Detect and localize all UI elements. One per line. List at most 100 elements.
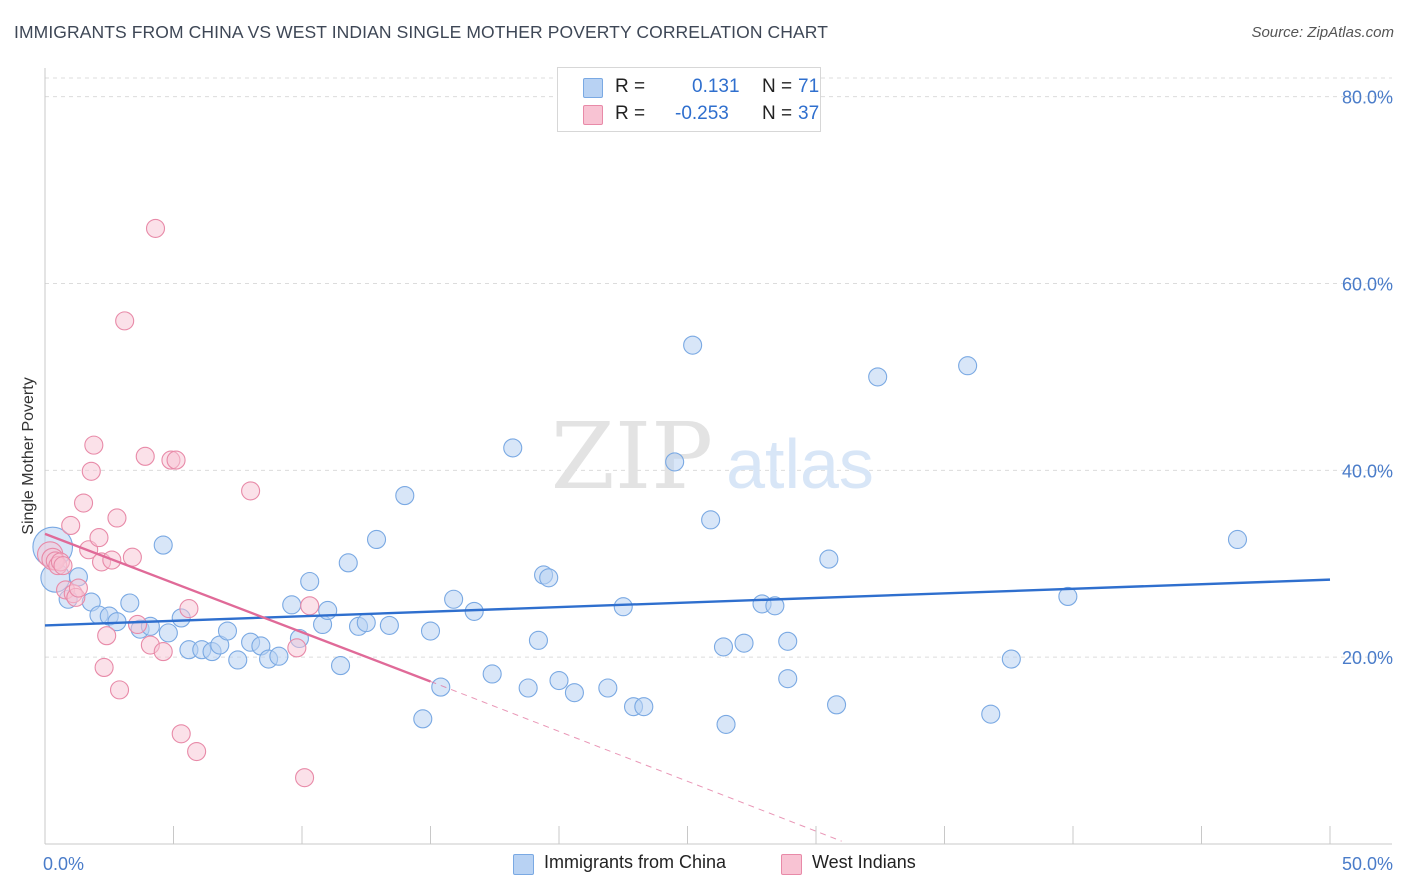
- data-point-china: [153, 535, 173, 555]
- data-point-china: [819, 549, 839, 569]
- bottom-legend-label: West Indians: [812, 852, 916, 872]
- data-point-china: [413, 709, 433, 729]
- data-point-china: [1227, 529, 1248, 550]
- legend-swatch-china: [583, 78, 603, 98]
- x-tick-label: 0.0%: [43, 854, 84, 874]
- data-point-china: [338, 553, 358, 573]
- legend-r-value: -0.253: [675, 103, 729, 124]
- data-point-china: [634, 697, 654, 717]
- data-point-china: [981, 704, 1001, 724]
- legend-r-label: R =: [615, 76, 646, 97]
- series-west-indians: [36, 218, 320, 788]
- data-point-west-indians: [74, 493, 94, 513]
- legend-n-label: N =: [762, 76, 793, 97]
- data-point-china: [701, 510, 721, 530]
- bottom-legend-label: Immigrants from China: [544, 852, 727, 872]
- gridlines: [45, 77, 1392, 658]
- data-point-china: [503, 438, 523, 458]
- data-point-china: [300, 571, 320, 592]
- data-point-west-indians: [89, 528, 109, 548]
- data-point-west-indians: [122, 547, 142, 567]
- data-point-china: [827, 695, 847, 715]
- data-point-china: [228, 650, 248, 670]
- data-point-china: [356, 613, 376, 633]
- data-point-china: [395, 486, 415, 506]
- data-point-china: [269, 646, 289, 666]
- data-point-china: [330, 656, 351, 676]
- chart-title: IMMIGRANTS FROM CHINA VS WEST INDIAN SIN…: [14, 22, 828, 42]
- trend-lines: [44, 532, 1331, 842]
- legend-n-value: 71: [798, 76, 820, 97]
- data-point-west-indians: [171, 724, 191, 744]
- data-point-china: [518, 678, 538, 698]
- data-point-china: [613, 597, 633, 617]
- data-point-west-indians: [166, 450, 186, 470]
- data-point-china: [431, 677, 451, 697]
- data-point-west-indians: [97, 626, 117, 646]
- watermark: ZIP atlas: [551, 403, 874, 510]
- data-point-west-indians: [153, 642, 173, 662]
- data-point-china: [120, 593, 140, 613]
- data-point-china: [379, 615, 399, 635]
- data-point-west-indians: [109, 680, 130, 700]
- data-point-west-indians: [179, 599, 199, 619]
- legend-r-label: R =: [615, 103, 646, 124]
- y-tick-label: 60.0%: [1342, 275, 1393, 295]
- data-point-china: [564, 683, 584, 703]
- bottom-legend-swatch-china: [513, 854, 534, 875]
- data-point-west-indians: [295, 768, 315, 788]
- data-point-china: [420, 621, 441, 641]
- data-point-china: [665, 452, 685, 472]
- data-point-china: [158, 623, 178, 643]
- data-point-china: [482, 664, 502, 684]
- data-point-china: [868, 367, 888, 387]
- watermark-zip: ZIP: [551, 403, 713, 510]
- data-point-west-indians: [53, 556, 73, 576]
- legend-n-value: 37: [798, 103, 820, 124]
- data-point-china: [734, 633, 754, 653]
- data-point-west-indians: [94, 657, 114, 677]
- data-point-west-indians: [135, 446, 155, 466]
- data-point-china: [778, 631, 798, 651]
- data-point-west-indians: [241, 481, 261, 501]
- data-point-china: [598, 678, 618, 698]
- data-point-west-indians: [61, 515, 81, 536]
- legend-n-label: N =: [762, 103, 793, 124]
- source-credit: Source: ZipAtlas.com: [1251, 24, 1394, 41]
- data-point-west-indians: [84, 435, 104, 455]
- y-tick-label: 40.0%: [1342, 461, 1393, 481]
- y-tick-label: 80.0%: [1342, 88, 1393, 108]
- series-immigrants-from-china: [32, 335, 1248, 734]
- trend-line-china: [44, 578, 1331, 627]
- y-tick-label: 20.0%: [1342, 648, 1393, 668]
- data-point-china: [528, 630, 548, 650]
- data-point-china: [539, 568, 559, 588]
- data-point-west-indians: [81, 461, 101, 481]
- data-point-china: [778, 669, 798, 689]
- data-point-china: [716, 714, 736, 734]
- legend-r-value: 0.131: [692, 76, 740, 97]
- trend-line-west-indians: [44, 532, 431, 683]
- data-point-west-indians: [287, 638, 307, 658]
- data-point-west-indians: [68, 578, 88, 598]
- data-point-west-indians: [107, 508, 127, 528]
- legend-swatch-west-indians: [583, 105, 603, 125]
- data-point-china: [366, 529, 387, 550]
- data-point-west-indians: [115, 311, 135, 331]
- data-point-west-indians: [187, 741, 207, 762]
- axes: [44, 68, 1392, 845]
- data-point-china: [282, 595, 302, 615]
- data-point-china: [444, 589, 464, 609]
- data-point-west-indians: [145, 218, 166, 238]
- data-point-west-indians: [127, 614, 148, 635]
- data-point-china: [549, 670, 569, 691]
- tick-labels: 20.0% 40.0% 60.0% 80.0% 0.0% 50.0%: [43, 88, 1393, 874]
- data-point-west-indians: [300, 596, 320, 616]
- data-point-china: [713, 637, 734, 657]
- correlation-legend: R = 0.131 N = 71 R = -0.253 N = 37: [557, 67, 821, 132]
- data-point-china: [683, 335, 703, 355]
- data-point-china: [1058, 586, 1078, 607]
- data-point-china: [958, 356, 978, 376]
- data-point-china: [765, 596, 785, 616]
